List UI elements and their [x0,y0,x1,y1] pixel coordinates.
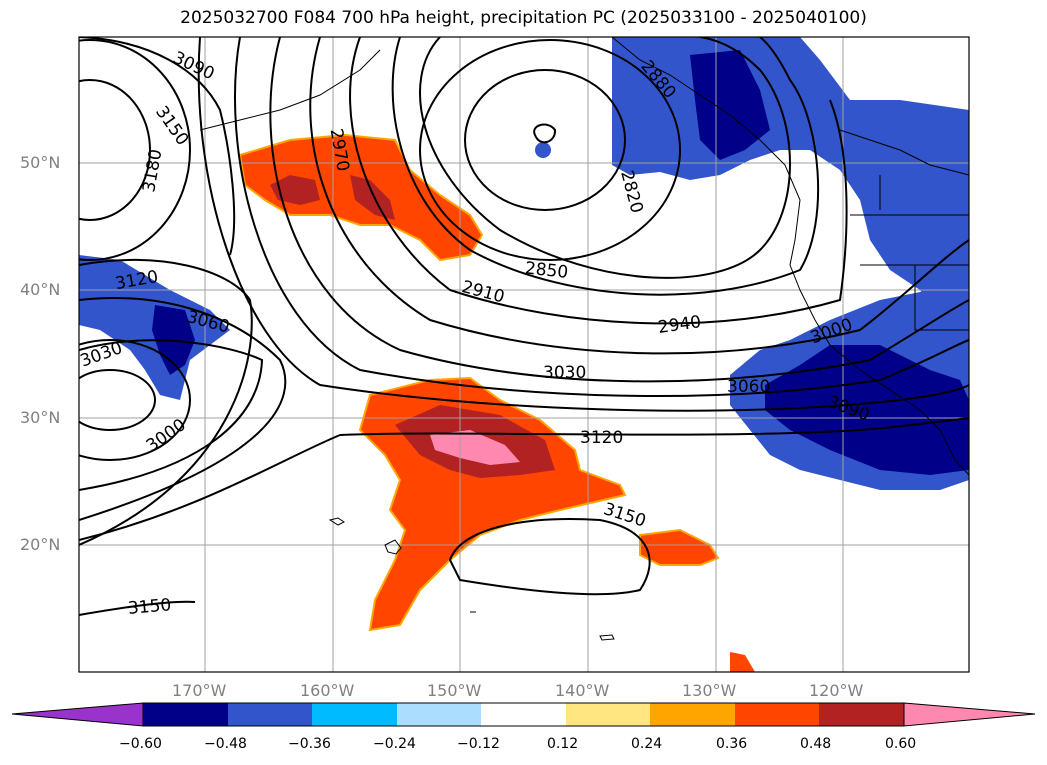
map-frame [78,36,970,673]
lat-label-20n: 20°N [20,535,61,554]
lon-label-160w: 160°W [300,681,355,700]
colorbar-tick-label: 0.36 [716,736,748,752]
small-blue-spot [535,142,551,158]
navy-region-northwest-coast [690,50,770,160]
colorbar-tick-label: −0.60 [119,736,162,752]
contour-label: 3150 [151,102,192,149]
darkred-region-north-a [270,175,320,205]
colorbar-segment [650,703,735,726]
colorbar-segment [566,703,650,726]
contour-label: 3000 [143,415,190,456]
contour-label: 3060 [727,377,770,397]
colorbar-segment [735,703,819,726]
colorbar-tick-label: −0.48 [204,736,247,752]
colorbar-tick-label: 0.48 [800,736,832,752]
contour-label: 3180 [139,148,166,194]
colorbar-segment [481,703,566,726]
contour-label: 3030 [543,363,586,383]
colorbar [11,702,1036,727]
lon-label-130w: 130°W [682,681,737,700]
graticule [79,37,969,672]
contour-label: 3120 [580,428,623,448]
map-title: 2025032700 F084 700 hPa height, precipit… [180,8,867,28]
pink-region-south [430,430,520,465]
lon-label-120w: 120°W [809,681,864,700]
colorbar-tick-label: 0.24 [631,736,663,752]
contour-label: 3090 [170,48,218,84]
colorbar-tick-label: −0.12 [457,736,500,752]
contour-label: 2940 [657,312,703,338]
colorbar-segment [397,703,481,726]
colorbar-tick-label: −0.24 [373,736,416,752]
height-contours [79,37,969,616]
colorbar-tick-label: 0.60 [885,736,917,752]
lat-label-30n: 30°N [20,408,61,427]
lat-label-40n: 40°N [20,280,61,299]
lon-label-150w: 150°W [427,681,482,700]
colorbar-min-extend [11,702,144,727]
negative-precip-anomaly-regions [79,37,969,490]
colorbar-segment [228,703,312,726]
lon-label-170w: 170°W [172,681,227,700]
lon-label-140w: 140°W [555,681,610,700]
navy-region-southwest-us [765,345,969,475]
contour-label: 2820 [616,168,647,215]
colorbar-segment [819,703,904,726]
orange-region-small [730,652,755,672]
lat-label-50n: 50°N [20,153,61,172]
contour-label: 2910 [460,277,507,308]
colorbar-segment [312,703,397,726]
colorbar-tick-label: −0.36 [288,736,331,752]
contour-label: 3150 [127,595,172,619]
darkred-region-north-b [350,175,395,220]
orange-region-east [639,528,720,566]
colorbar-tick-label: 0.12 [547,736,579,752]
colorbar-outline [142,702,905,727]
colorbar-segment [143,703,228,726]
coastlines [199,37,969,641]
colorbar-max-extend [903,702,1036,727]
contour-label: 2850 [524,258,569,282]
positive-precip-anomaly-regions [238,133,755,672]
